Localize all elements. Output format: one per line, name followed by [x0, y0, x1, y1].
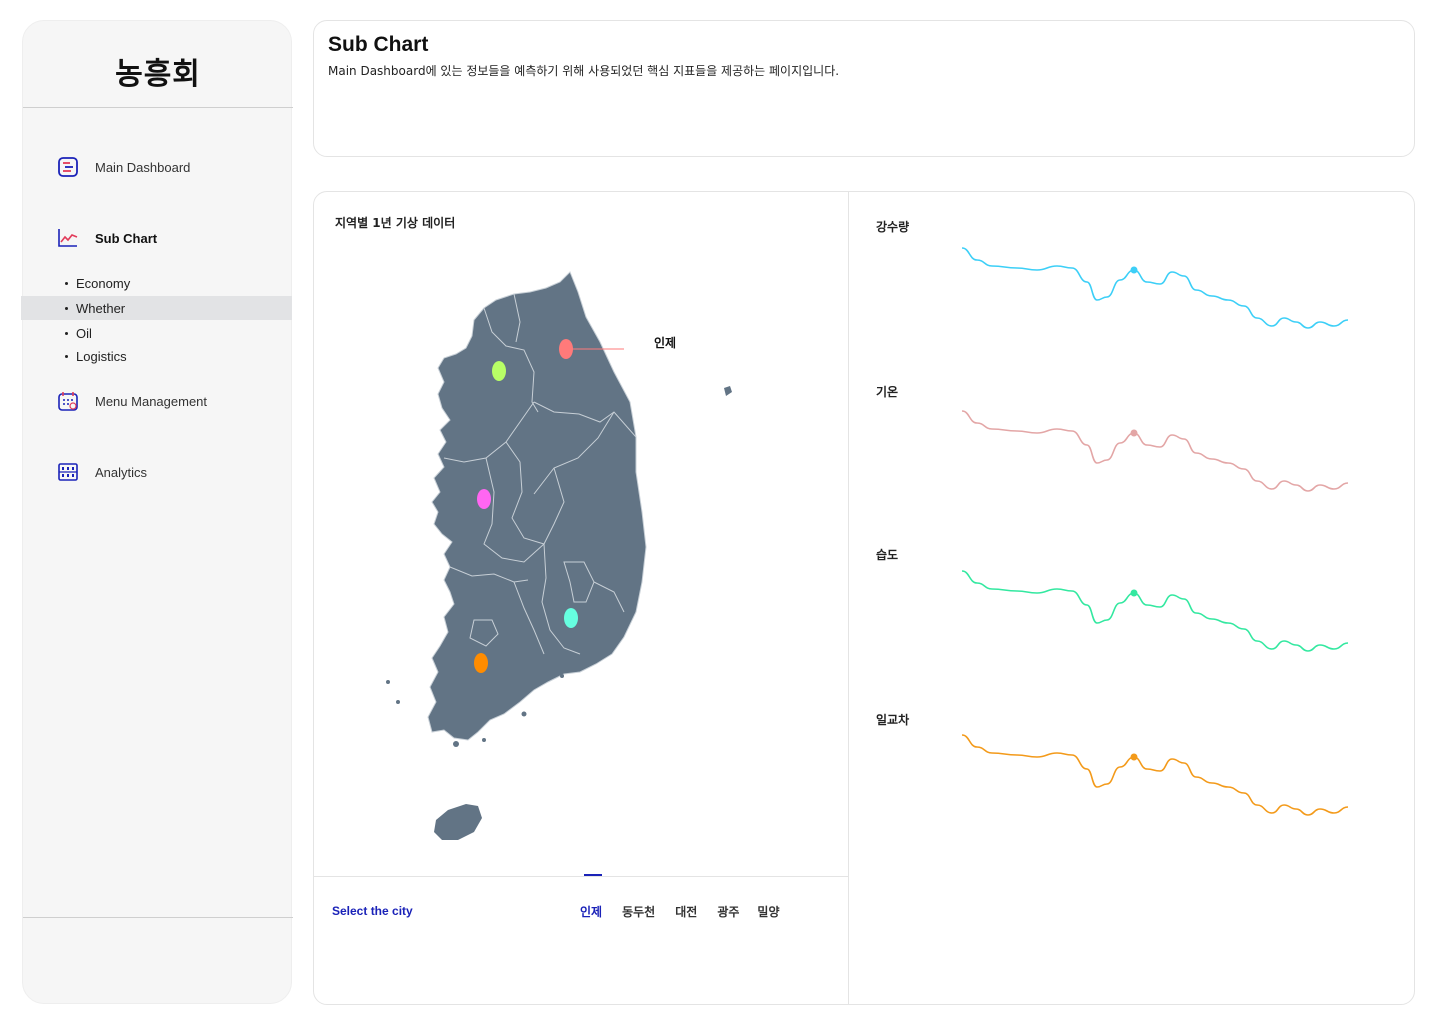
sidebar-subitem-label: Whether — [76, 300, 126, 316]
sidebar-item-sub-chart[interactable]: Sub Chart — [57, 226, 157, 250]
metric-label-humidity: 습도 — [876, 548, 899, 562]
marker-dongducheon[interactable] — [492, 361, 506, 381]
sidebar: 농흥회 Main Dashboard Sub Chart Economy Whe… — [21, 20, 293, 1004]
header-card: Sub Chart Main Dashboard에 있는 정보들을 예측하기 위… — [313, 20, 1415, 157]
sparkline-path — [962, 247, 1349, 329]
sparkline-humidity — [962, 570, 1349, 652]
tab-miryang[interactable]: 밀양 — [757, 905, 780, 919]
tab-daejeon[interactable]: 대전 — [675, 905, 698, 919]
marker-inje[interactable] — [559, 339, 573, 359]
map-panel-title: 지역별 1년 기상 데이터 — [335, 216, 456, 230]
sparkline-rainfall — [962, 247, 1349, 329]
metric-label-daily-range: 일교차 — [876, 713, 910, 727]
dashboard-icon — [58, 157, 78, 177]
tab-gwangju[interactable]: 광주 — [717, 905, 740, 919]
bullet-icon — [65, 281, 68, 285]
sidebar-subitem-label: Logistics — [76, 348, 127, 364]
sparkline-highlight[interactable] — [1130, 753, 1138, 761]
bullet-icon — [65, 354, 68, 358]
bullet-icon — [65, 306, 68, 310]
tab-dongducheon[interactable]: 동두천 — [622, 905, 656, 919]
jeju-shape — [434, 804, 482, 840]
tab-inje[interactable]: 인제 — [580, 905, 603, 919]
marker-daejeon[interactable] — [477, 489, 491, 509]
sidebar-subitem-logistics[interactable]: Logistics — [21, 344, 292, 368]
sparkline-highlight[interactable] — [1130, 429, 1138, 437]
sparkline-path — [962, 734, 1349, 816]
metric-label-temperature: 기온 — [876, 385, 899, 399]
sidebar-item-label: Sub Chart — [95, 230, 158, 246]
sparkline-path — [962, 410, 1349, 492]
metric-label-rainfall: 강수량 — [876, 220, 910, 234]
sparkline-daily-range — [962, 734, 1349, 816]
sidebar-item-main-dashboard[interactable]: Main Dashboard — [57, 155, 190, 179]
calculator-icon — [58, 463, 78, 481]
marker-gwangju[interactable] — [474, 653, 488, 673]
app-logo: 농흥회 — [115, 57, 201, 92]
city-tabs: 인제 동두천 대전 광주 밀양 — [580, 903, 800, 920]
sidebar-subitem-whether[interactable]: Whether — [21, 296, 292, 320]
sidebar-divider — [23, 917, 293, 918]
sparkline-temperature — [962, 410, 1349, 492]
select-city-label: Select the city — [332, 904, 413, 918]
sidebar-item-label: Main Dashboard — [95, 159, 191, 175]
page-description: Main Dashboard에 있는 정보들을 예측하기 위해 사용되었던 핵심… — [328, 64, 840, 78]
panel-divider-vertical — [848, 192, 849, 1004]
korea-map — [386, 271, 732, 840]
line-chart-icon — [58, 229, 78, 247]
sidebar-divider — [23, 107, 293, 108]
sidebar-subitem-label: Economy — [76, 275, 131, 291]
sparkline-highlight[interactable] — [1130, 266, 1138, 274]
bullet-icon — [65, 331, 68, 335]
ulleungdo-shape — [724, 386, 732, 396]
sidebar-item-analytics[interactable]: Analytics — [57, 460, 147, 484]
sidebar-item-label: Menu Management — [95, 393, 208, 409]
page-title: Sub Chart — [328, 33, 429, 56]
sparkline-path — [962, 570, 1349, 652]
sidebar-item-label: Analytics — [95, 464, 148, 480]
sparkline-highlight[interactable] — [1130, 589, 1138, 597]
marker-miryang[interactable] — [564, 608, 578, 628]
sidebar-item-menu-management[interactable]: Menu Management — [57, 389, 207, 413]
map-callout-label: 인제 — [654, 336, 677, 350]
main-card: 지역별 1년 기상 데이터 — [313, 191, 1415, 1005]
panel-divider — [314, 876, 848, 877]
sidebar-subitem-label: Oil — [76, 325, 92, 341]
islands — [386, 674, 564, 747]
sidebar-subitem-oil[interactable]: Oil — [21, 321, 292, 345]
active-tab-indicator — [584, 874, 602, 876]
province-borders — [443, 293, 637, 655]
calendar-icon — [58, 392, 78, 411]
sidebar-subitem-economy[interactable]: Economy — [21, 271, 292, 295]
mainland-shape — [427, 271, 647, 741]
